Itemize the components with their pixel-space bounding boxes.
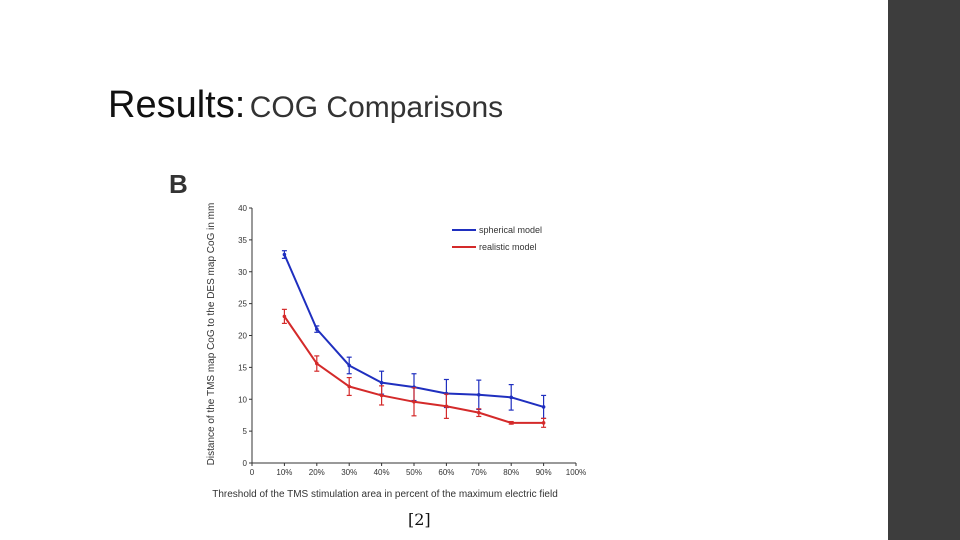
y-tick-label: 15 [238,363,247,372]
x-tick-label: 20% [309,468,325,477]
legend: spherical model realistic model [452,225,542,252]
x-tick-label: 40% [374,468,390,477]
y-tick-label: 10 [238,395,247,404]
y-ticks: 0 5 10 15 20 25 30 35 40 [238,204,252,468]
y-axis-label: Distance of the TMS map CoG to the DES m… [206,203,217,466]
data-point-realistic-model [315,361,319,366]
side-bar [888,0,960,540]
y-tick-label: 30 [238,268,247,277]
data-point-realistic-model [509,421,513,425]
data-point-realistic-model [444,404,449,409]
slide-title: Results: COG Comparisons [108,84,503,127]
panel-label: B [169,169,188,199]
data-point-spherical-model [509,395,513,400]
x-tick-label: 80% [503,468,519,477]
data-point-realistic-model [379,393,384,398]
data-point-spherical-model [315,327,319,331]
y-tick-label: 35 [238,236,247,245]
x-tick-label: 50% [406,468,422,477]
data-point-realistic-model [347,384,351,389]
x-tick-label: 100% [566,468,586,477]
legend-label-spherical: spherical model [479,225,542,235]
y-tick-label: 25 [238,300,247,309]
data-point-realistic-model [282,314,287,319]
x-tick-label: 60% [438,468,454,477]
x-axis-label: Threshold of the TMS stimulation area in… [212,489,558,500]
data-point-spherical-model [541,405,546,409]
y-tick-label: 40 [238,204,247,213]
x-tick-label: 10% [276,468,292,477]
data-point-realistic-model [477,410,481,415]
x-tick-label: 90% [536,468,552,477]
x-tick-label: 0 [250,468,255,477]
data-point-spherical-model [477,392,481,397]
y-tick-label: 20 [238,332,247,341]
data-point-spherical-model [347,363,351,368]
citation: [2] [408,510,431,529]
x-tick-label: 70% [471,468,487,477]
x-tick-label: 30% [341,468,357,477]
x-ticks: 0 10% 20% 30% 40% 50% 60% 70% 80% 90% 100% [250,463,586,477]
data-point-realistic-model [412,400,416,404]
y-tick-label: 5 [243,427,248,436]
data-point-spherical-model [379,380,384,385]
data-point-spherical-model [282,252,287,257]
legend-label-realistic: realistic model [479,242,537,252]
data-point-realistic-model [541,421,546,425]
slide-title-sub: COG Comparisons [249,91,504,124]
y-tick-label: 0 [243,459,248,468]
slide-title-main: Results: [108,84,246,126]
chart: B Distance of the TMS map CoG to the DES… [169,169,586,500]
series-layer [281,250,547,428]
